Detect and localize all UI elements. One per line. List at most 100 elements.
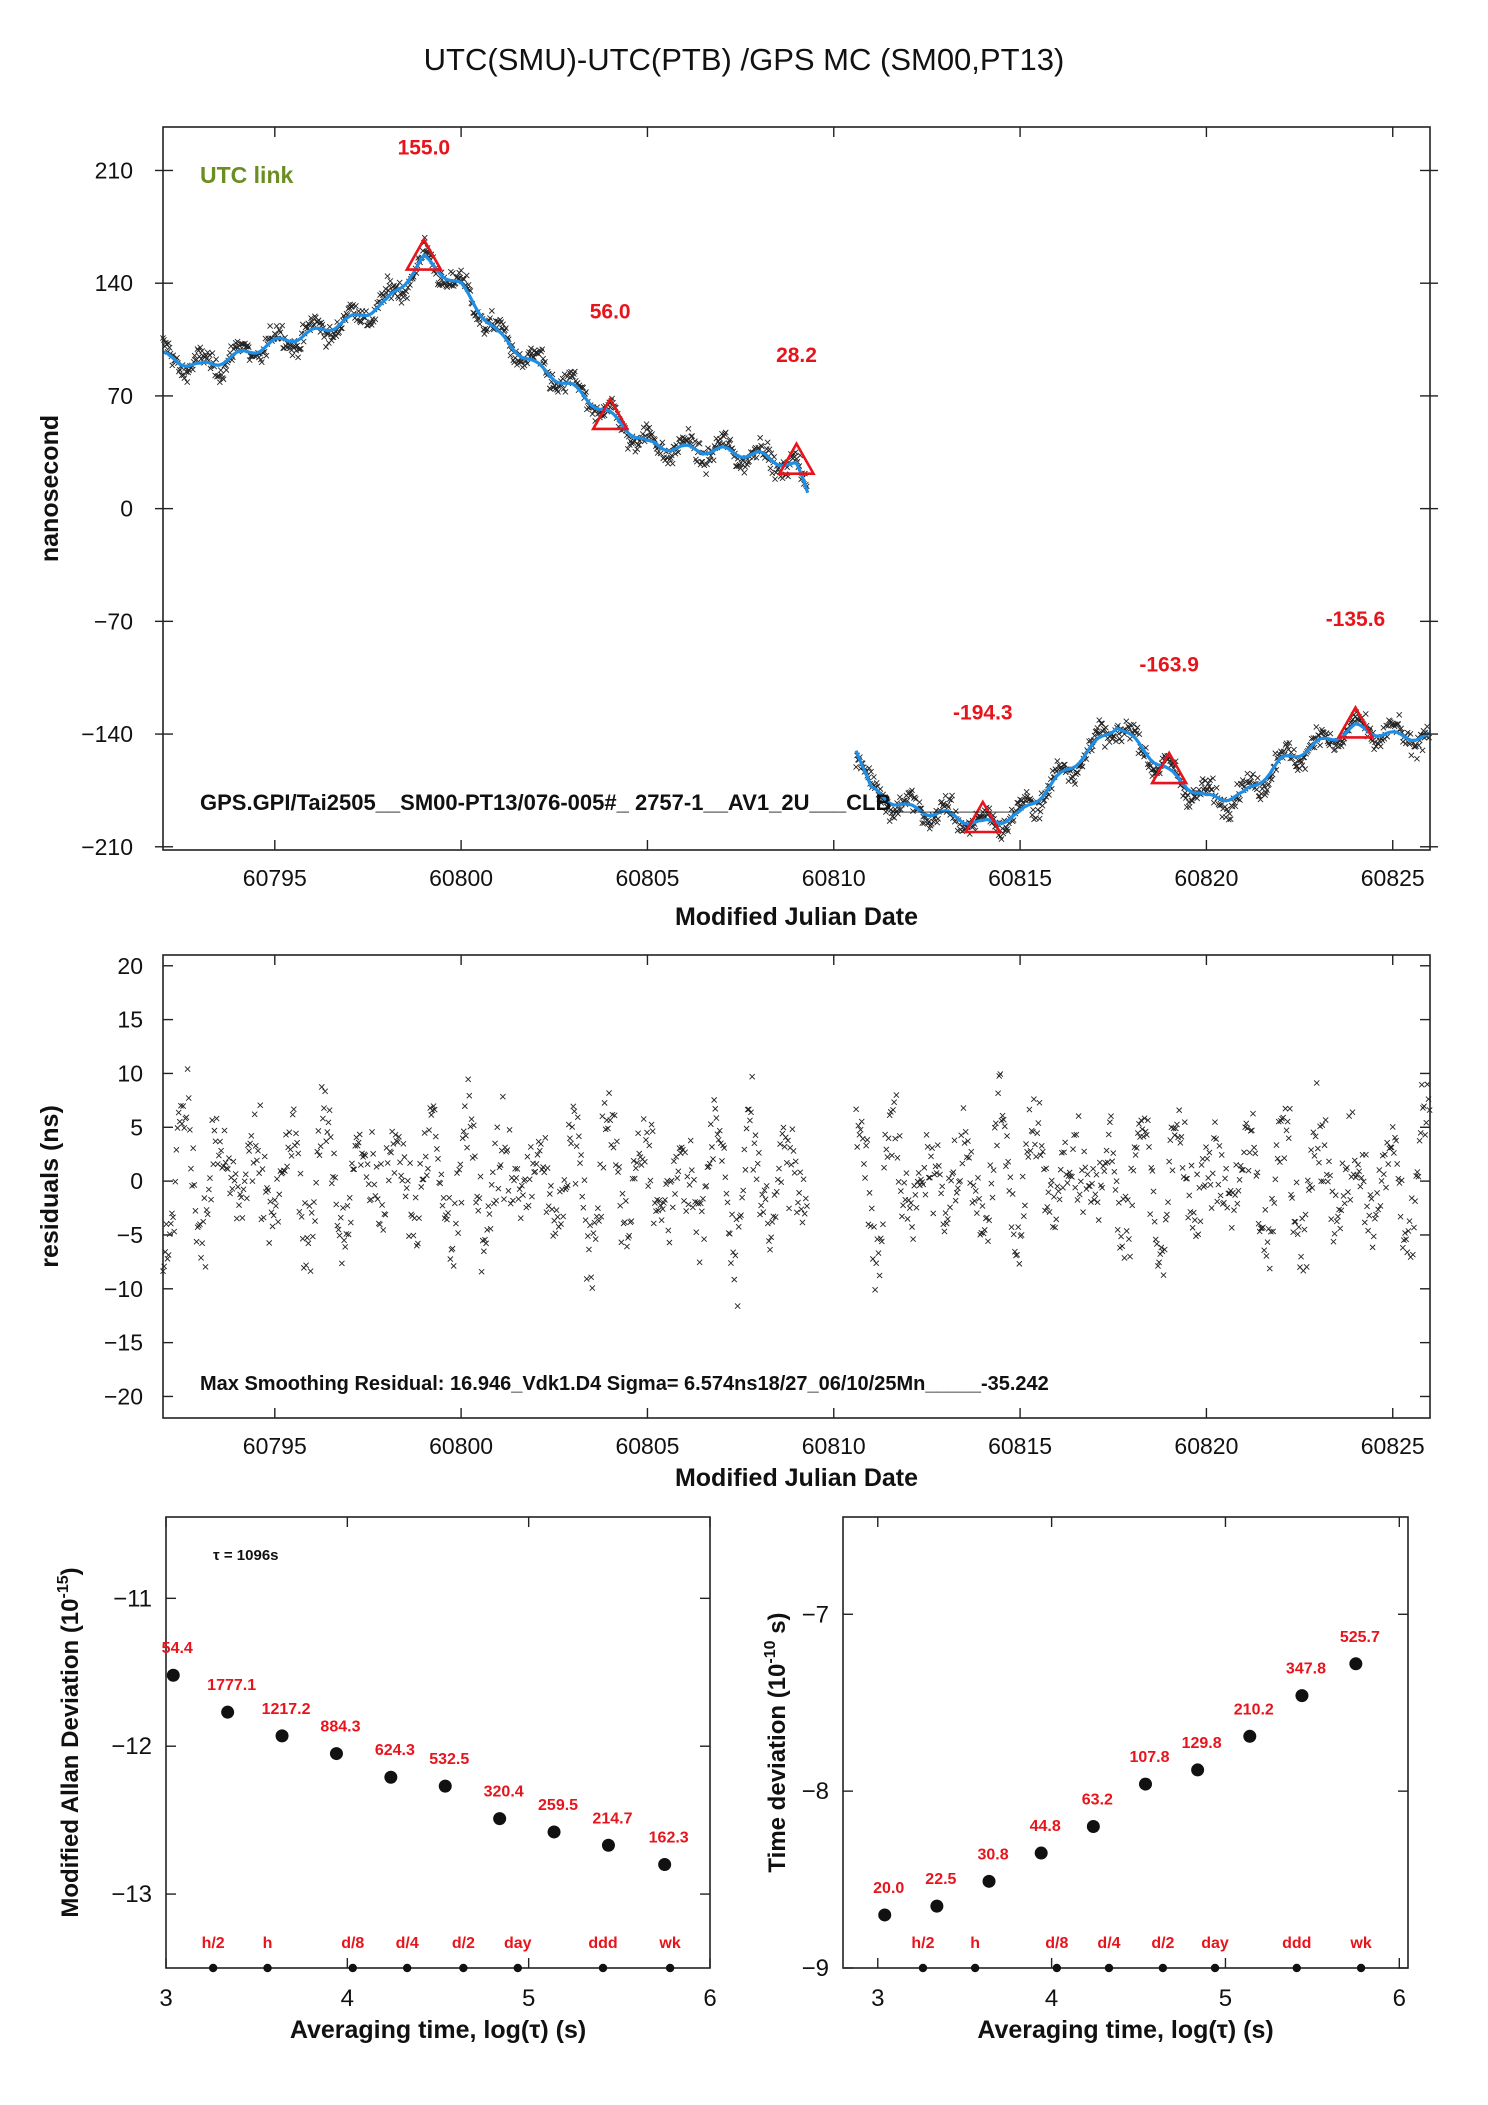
residual-point bbox=[319, 1115, 326, 1122]
residual-point bbox=[1245, 1167, 1252, 1174]
residual-point bbox=[677, 1150, 684, 1157]
tdev-time-marker-dot bbox=[1292, 1963, 1301, 1973]
residual-point bbox=[1023, 1141, 1029, 1147]
residual-point bbox=[1394, 1161, 1401, 1167]
residual-point bbox=[967, 1180, 974, 1186]
top-data-point bbox=[333, 333, 340, 340]
residual-point bbox=[966, 1154, 972, 1161]
adev-y-tick-label: −12 bbox=[111, 1733, 152, 1760]
residual-point bbox=[721, 1145, 728, 1151]
residual-point bbox=[214, 1161, 221, 1167]
residual-point bbox=[526, 1176, 533, 1183]
residual-point bbox=[184, 1066, 191, 1072]
residual-point bbox=[1077, 1178, 1084, 1185]
residual-point bbox=[1007, 1174, 1014, 1181]
top-data-point bbox=[277, 329, 284, 336]
residual-point bbox=[1121, 1255, 1128, 1261]
residual-point bbox=[707, 1121, 714, 1128]
residual-point bbox=[271, 1197, 278, 1203]
residual-point bbox=[1328, 1216, 1335, 1223]
residual-point bbox=[446, 1194, 453, 1201]
residual-point bbox=[1342, 1166, 1349, 1173]
residual-point bbox=[943, 1220, 950, 1227]
residual-point bbox=[179, 1120, 185, 1127]
residual-point bbox=[255, 1147, 261, 1154]
top-data-point bbox=[853, 764, 860, 770]
top-data-point bbox=[267, 323, 274, 329]
residual-point bbox=[236, 1202, 242, 1209]
top-data-point bbox=[1395, 721, 1402, 727]
residual-point bbox=[611, 1112, 618, 1119]
residual-point bbox=[640, 1116, 647, 1122]
residual-point bbox=[1095, 1217, 1102, 1224]
residual-point bbox=[1270, 1228, 1277, 1235]
residual-point bbox=[766, 1238, 772, 1244]
top-data-point bbox=[487, 315, 493, 322]
residual-point bbox=[1347, 1196, 1354, 1203]
residual-point bbox=[1176, 1107, 1183, 1114]
residual-point bbox=[1206, 1149, 1213, 1156]
residual-point bbox=[1308, 1147, 1315, 1153]
residual-point bbox=[674, 1175, 681, 1181]
residual-point bbox=[873, 1260, 880, 1267]
residual-point bbox=[354, 1142, 361, 1149]
residual-point bbox=[1114, 1226, 1121, 1233]
residual-point bbox=[1071, 1132, 1078, 1138]
residual-point bbox=[543, 1209, 550, 1216]
residual-point bbox=[1338, 1207, 1345, 1214]
residual-point bbox=[1029, 1128, 1036, 1135]
residual-point bbox=[1167, 1137, 1174, 1144]
top-data-point bbox=[363, 308, 370, 315]
adev-x-tick-label: 5 bbox=[522, 1985, 535, 2012]
residual-point bbox=[853, 1106, 860, 1113]
residual-point bbox=[286, 1129, 293, 1136]
residual-point bbox=[428, 1112, 435, 1118]
residual-point bbox=[355, 1139, 362, 1146]
residual-point bbox=[527, 1144, 534, 1150]
residual-point bbox=[270, 1212, 277, 1219]
residual-point bbox=[272, 1202, 279, 1209]
residual-point bbox=[421, 1130, 428, 1136]
residual-point bbox=[1309, 1184, 1316, 1191]
residual-point bbox=[645, 1183, 652, 1189]
residual-point bbox=[634, 1159, 640, 1166]
residual-point bbox=[1260, 1224, 1266, 1231]
residual-point bbox=[1424, 1081, 1431, 1088]
residual-point bbox=[858, 1118, 865, 1125]
residual-point bbox=[269, 1223, 276, 1230]
residual-point bbox=[668, 1177, 675, 1184]
residual-point bbox=[276, 1191, 283, 1198]
residual-point bbox=[928, 1153, 934, 1160]
residual-point bbox=[968, 1148, 975, 1155]
residual-point bbox=[710, 1156, 716, 1162]
residual-point bbox=[1181, 1119, 1188, 1126]
utc-link-label: UTC link bbox=[200, 162, 293, 188]
top-data-point bbox=[772, 476, 778, 483]
residual-point bbox=[1213, 1136, 1220, 1142]
residual-point bbox=[913, 1204, 920, 1211]
residual-point bbox=[205, 1186, 212, 1193]
residual-point bbox=[256, 1170, 263, 1177]
residual-point bbox=[351, 1166, 358, 1173]
top-data-point bbox=[927, 822, 934, 829]
mid-y-tick-label: 5 bbox=[130, 1114, 143, 1140]
residual-point bbox=[675, 1168, 682, 1175]
residual-point bbox=[1405, 1227, 1412, 1234]
residual-point bbox=[570, 1103, 577, 1110]
residual-point bbox=[208, 1196, 214, 1203]
residual-point bbox=[449, 1245, 456, 1252]
residual-point bbox=[691, 1176, 697, 1183]
residual-point bbox=[1395, 1175, 1402, 1182]
residual-point bbox=[1103, 1147, 1110, 1154]
mid-y-tick-label: 20 bbox=[117, 953, 143, 979]
residual-point bbox=[1412, 1198, 1419, 1205]
residual-point bbox=[589, 1285, 596, 1291]
residual-point bbox=[495, 1185, 502, 1192]
top-data-point bbox=[883, 809, 889, 815]
residual-point bbox=[619, 1190, 626, 1197]
residual-point bbox=[464, 1144, 470, 1151]
residual-point bbox=[986, 1217, 993, 1224]
residual-point bbox=[930, 1210, 937, 1217]
top-data-point bbox=[741, 469, 748, 476]
